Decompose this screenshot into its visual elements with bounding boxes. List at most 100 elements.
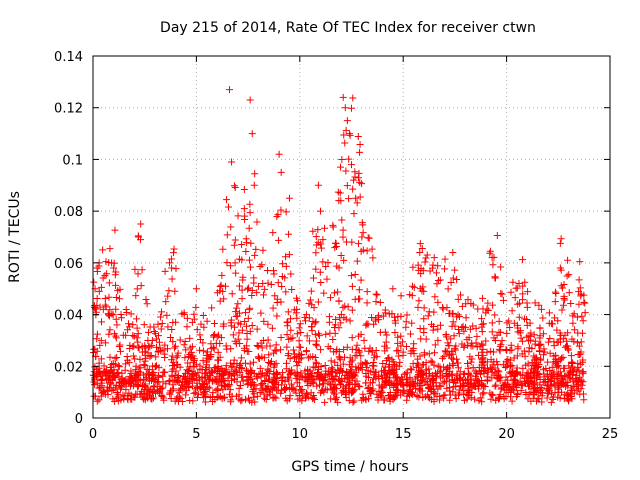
data-point (329, 223, 337, 231)
data-point (394, 313, 402, 321)
data-point (378, 389, 386, 397)
data-point (569, 319, 577, 327)
data-point (101, 301, 109, 309)
data-point (509, 278, 517, 286)
data-point (190, 310, 198, 318)
data-point (379, 375, 387, 383)
data-point (375, 388, 383, 396)
data-point (547, 398, 555, 406)
data-point (225, 203, 233, 211)
data-point (287, 368, 295, 376)
data-point (416, 324, 424, 332)
data-point (492, 381, 500, 389)
data-point (438, 304, 446, 312)
data-point (364, 234, 372, 242)
data-point (134, 383, 142, 391)
data-point (233, 304, 241, 312)
data-point (357, 247, 365, 255)
data-point (168, 325, 176, 333)
data-point (384, 354, 392, 362)
data-point (362, 379, 370, 387)
data-point (335, 353, 343, 361)
data-point (93, 335, 101, 343)
data-point (345, 155, 353, 163)
data-point (152, 362, 160, 370)
data-point (134, 338, 142, 346)
data-point (189, 375, 197, 383)
data-point (545, 309, 553, 317)
data-point (532, 361, 540, 369)
data-point (439, 372, 447, 380)
data-point (227, 223, 235, 231)
data-point (330, 348, 338, 356)
data-point (401, 370, 409, 378)
data-point (410, 350, 418, 358)
data-point (284, 308, 292, 316)
data-point (317, 278, 325, 286)
data-point (238, 240, 246, 248)
data-point (554, 317, 562, 325)
data-point (301, 317, 309, 325)
data-point (556, 264, 564, 272)
data-point (183, 323, 191, 331)
data-point (570, 310, 578, 318)
data-point (339, 360, 347, 368)
data-point (235, 282, 243, 290)
data-point (120, 377, 128, 385)
data-point (493, 331, 501, 339)
data-point (161, 267, 169, 275)
data-point (164, 345, 172, 353)
data-point (359, 229, 367, 237)
data-point (248, 292, 256, 300)
data-point (331, 239, 339, 247)
data-point (399, 338, 407, 346)
data-point (295, 343, 303, 351)
data-point (223, 196, 231, 204)
data-point (314, 298, 322, 306)
data-point (289, 334, 297, 342)
data-point (549, 396, 557, 404)
data-point (342, 126, 350, 134)
data-point (542, 364, 550, 372)
data-point (249, 393, 257, 401)
data-point (127, 310, 135, 318)
data-point (557, 235, 565, 243)
data-point (278, 376, 286, 384)
data-point (237, 397, 245, 405)
data-point (264, 365, 272, 373)
data-point (297, 328, 305, 336)
data-point (476, 370, 484, 378)
data-point (439, 379, 447, 387)
data-point (183, 314, 191, 322)
data-point (449, 361, 457, 369)
data-point (346, 317, 354, 325)
data-point (202, 351, 210, 359)
data-point (279, 260, 287, 268)
data-point (309, 274, 317, 282)
data-point (440, 394, 448, 402)
data-point (330, 289, 338, 297)
data-point (121, 366, 129, 374)
data-point (409, 263, 417, 271)
data-point (352, 363, 360, 371)
data-point (152, 363, 160, 371)
data-point (455, 389, 463, 397)
data-point (581, 309, 589, 317)
data-point (428, 375, 436, 383)
data-point (539, 378, 547, 386)
data-point (450, 376, 458, 384)
data-point (539, 314, 547, 322)
data-point (532, 374, 540, 382)
data-point (467, 342, 475, 350)
data-point (408, 282, 416, 290)
data-point (443, 348, 451, 356)
data-point (333, 262, 341, 270)
data-point (427, 320, 435, 328)
data-point (403, 311, 411, 319)
data-point (227, 319, 235, 327)
data-point (205, 364, 213, 372)
data-point (364, 373, 372, 381)
data-point (240, 186, 248, 194)
data-point (573, 313, 581, 321)
data-point (246, 200, 254, 208)
